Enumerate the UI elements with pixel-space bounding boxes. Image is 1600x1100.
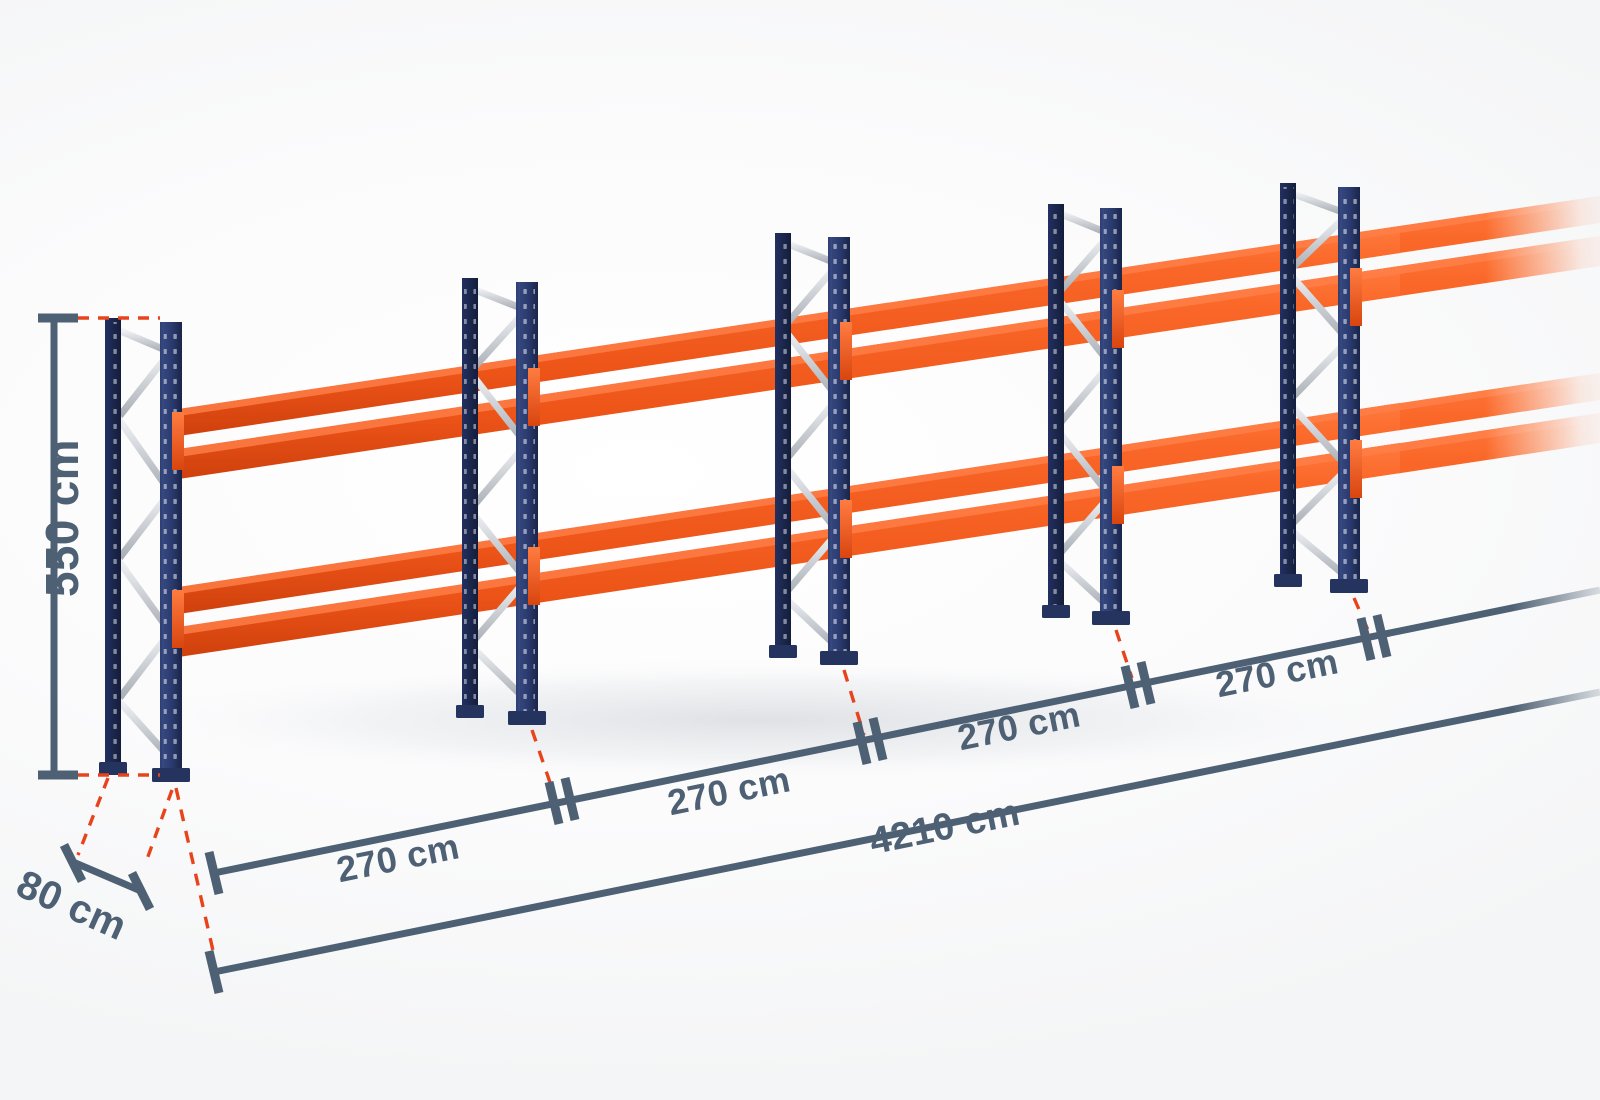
dimension-tick-depth-right (127, 870, 155, 912)
dimension-bay-chain (174, 586, 1600, 956)
beam-connector (840, 500, 852, 558)
dimension-line-total (213, 729, 1396, 976)
upright-frame-1 (99, 318, 190, 782)
upright-post-4-back (1042, 204, 1070, 618)
dimension-tick-depth-left (59, 842, 87, 884)
beam-connector (840, 322, 852, 380)
upright-post-1-back (99, 318, 127, 775)
dimension-tick-total-left (204, 949, 224, 995)
beam-connector (172, 412, 184, 470)
beam-connector (1350, 268, 1362, 326)
dimension-line-depth (71, 858, 143, 895)
beam-connector (172, 590, 184, 648)
upright-frame-3 (769, 233, 858, 665)
ground-shadow (120, 658, 1400, 782)
upright-post-5-back (1274, 183, 1302, 587)
upright-post-3-front (820, 237, 858, 665)
upright-post-3-back (769, 233, 797, 658)
dimension-line-bays (213, 629, 1391, 877)
dimension-label-height: 550 cm (36, 439, 88, 597)
dimension-total-length (204, 688, 1600, 995)
upright-post-2-back (456, 278, 484, 718)
upright-frame-5 (1274, 183, 1368, 593)
upright-frame-4 (1042, 204, 1130, 625)
upright-frame-2 (456, 278, 546, 725)
load-beam-group-lower (172, 373, 1600, 658)
load-beam-group-upper (172, 196, 1600, 480)
beam-connector (528, 368, 540, 426)
beam-connector (528, 547, 540, 605)
beam-connector (1112, 466, 1124, 524)
dimension-ticks-bays (204, 613, 1392, 896)
dimension-depth (59, 777, 174, 912)
beam-connector (1112, 290, 1124, 348)
beam-connector (1350, 440, 1362, 498)
dimension-height (38, 313, 160, 780)
